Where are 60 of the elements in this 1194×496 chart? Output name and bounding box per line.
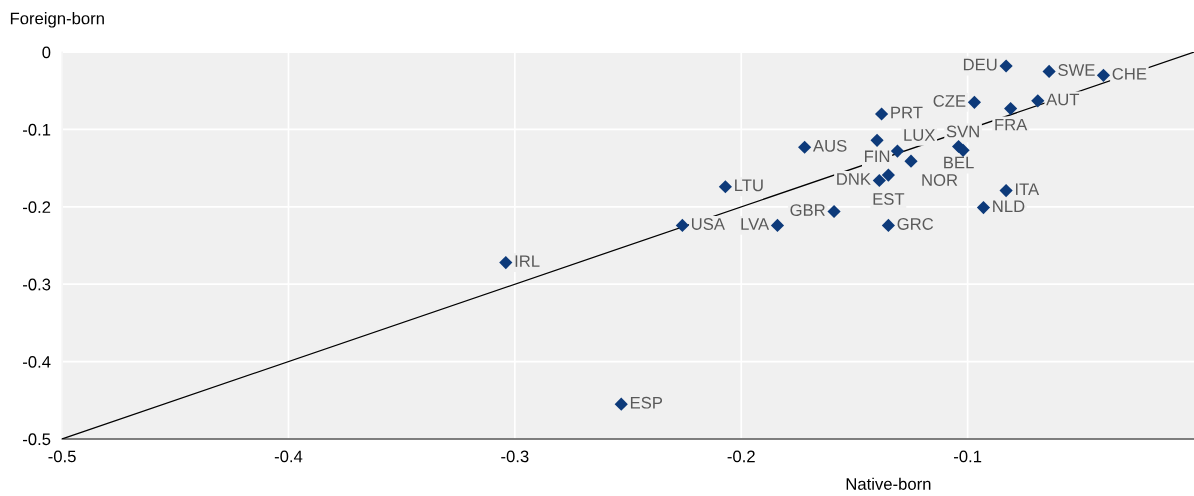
y-tick-label: -0.4: [23, 355, 51, 368]
point: [675, 218, 689, 232]
x-tick-label: -0.4: [274, 450, 303, 463]
y-tick-label: -0.2: [23, 201, 51, 214]
point: [872, 173, 886, 188]
annotation: USA: [692, 218, 725, 230]
x-tick-label: -0.3: [501, 450, 529, 463]
point: [770, 218, 785, 232]
annotation: GBR: [790, 204, 825, 216]
point: [827, 204, 841, 219]
x-tick-label: -0.2: [727, 450, 755, 463]
point: [999, 184, 1013, 198]
y-tick-label: -0.5: [23, 433, 51, 446]
x-tick-label: -0.1: [954, 450, 982, 463]
point: [890, 144, 905, 158]
annotation: ITA: [1015, 183, 1040, 195]
y-axis-title: Foreign-born: [10, 12, 104, 28]
point: [1004, 101, 1018, 116]
annotation: NOR: [922, 174, 958, 186]
annotation: CHE: [1112, 67, 1147, 80]
point: [1031, 94, 1045, 108]
annotation: ESP: [630, 396, 663, 409]
point: [614, 397, 628, 411]
point: [1042, 64, 1056, 79]
annotation: LTU: [735, 179, 763, 192]
annotation: EST: [873, 193, 905, 205]
annotation: LVA: [741, 218, 770, 230]
point: [881, 218, 895, 232]
point: [967, 95, 981, 109]
point: [870, 133, 884, 147]
annotation: IRL: [515, 255, 540, 267]
annotation: FIN: [865, 150, 890, 163]
annotation: NLD: [993, 200, 1025, 212]
y-tick-label: -0.3: [23, 278, 51, 291]
annotation: DNK: [837, 173, 871, 185]
point: [875, 107, 889, 121]
point: [904, 154, 918, 168]
annotation: CZE: [933, 95, 966, 107]
annotation: SVN: [946, 125, 979, 138]
point: [956, 143, 970, 157]
x-tick-label: -0.5: [48, 450, 76, 463]
annotation: AUS: [812, 139, 847, 152]
y-tick-label: -0.1: [23, 123, 51, 136]
point: [798, 140, 812, 154]
y-tick-label: 0: [42, 46, 51, 59]
point: [718, 180, 732, 194]
annotation: DEU: [963, 58, 997, 71]
annotation: PRT: [891, 106, 923, 119]
annotation: SWE: [1058, 64, 1095, 76]
annotation: FRA: [995, 118, 1028, 131]
point: [976, 201, 991, 215]
annotation: LUX: [904, 129, 936, 141]
point: [1096, 68, 1111, 82]
annotation: BEL: [944, 156, 974, 169]
point: [999, 59, 1013, 73]
point: [881, 168, 895, 182]
annotation: AUT: [1046, 93, 1080, 106]
point: [499, 255, 513, 270]
annotation: GRC: [897, 218, 934, 230]
x-axis-title: Native-born: [846, 477, 931, 490]
